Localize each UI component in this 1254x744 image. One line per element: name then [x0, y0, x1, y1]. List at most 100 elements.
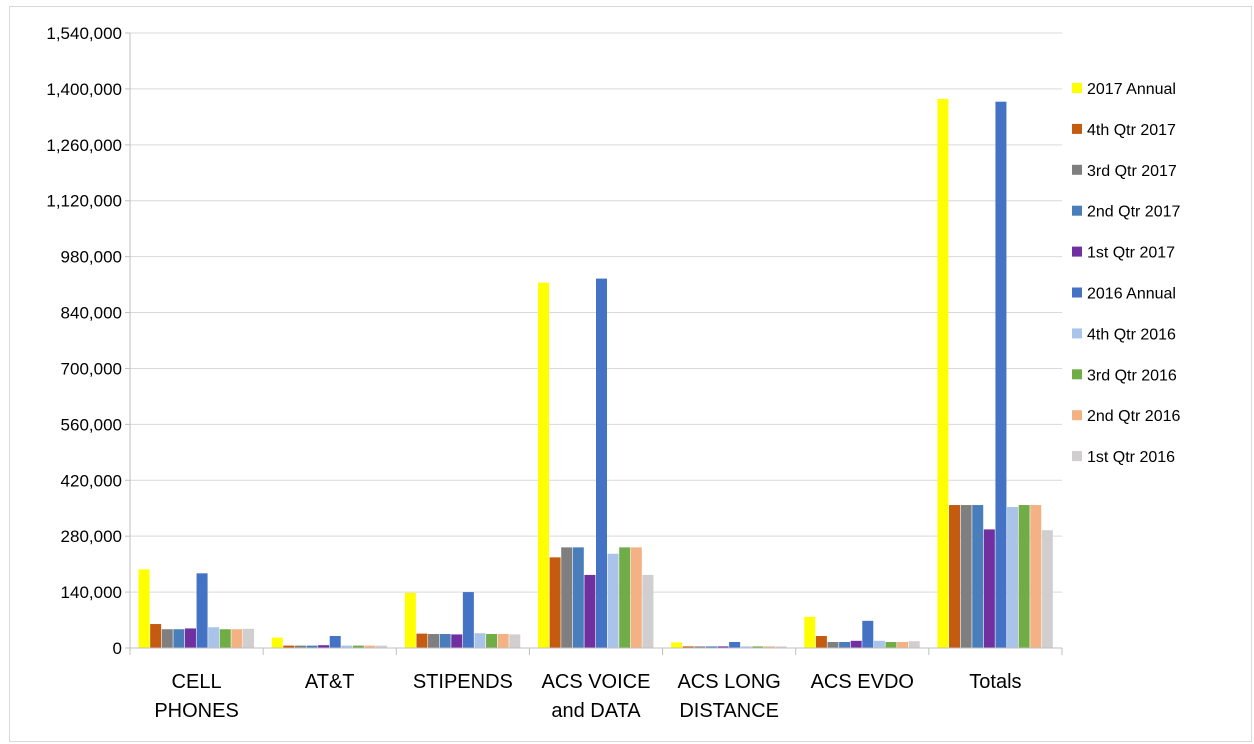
bar: [294, 645, 306, 648]
bar: [451, 634, 463, 648]
y-tick-label: 0: [113, 639, 122, 658]
bar: [439, 634, 451, 648]
bar: [705, 646, 717, 648]
bar: [428, 634, 440, 648]
y-tick-label: 1,400,000: [46, 80, 122, 99]
bar: [173, 629, 185, 648]
bar: [138, 569, 150, 648]
bars: [138, 98, 1053, 648]
x-category-label: STIPENDS: [413, 671, 513, 693]
x-category-label: Totals: [969, 671, 1021, 693]
x-category-label: ACS LONG DISTANCE: [677, 671, 780, 722]
bar: [995, 101, 1007, 648]
bar: [694, 646, 706, 648]
bar: [862, 620, 874, 648]
gridlines: [130, 32, 1062, 593]
bar: [329, 636, 341, 648]
bar: [972, 505, 984, 648]
bar: [549, 557, 561, 648]
legend-swatch: [1072, 451, 1082, 462]
legend-item: 4th Qtr 2016: [1072, 326, 1176, 343]
legend-swatch: [1072, 287, 1082, 298]
x-axis-categories: CELL PHONES AT&T STIPENDS ACS VOICE and DATA A…: [154, 671, 1021, 722]
bar: [283, 645, 295, 648]
y-tick-label: 1,120,000: [46, 192, 122, 211]
bar: [404, 592, 416, 648]
bar: [960, 505, 972, 648]
legend-label: 4th Qtr 2017: [1087, 122, 1176, 139]
legend-label: 3rd Qtr 2016: [1087, 367, 1177, 384]
legend-item: 4th Qtr 2017: [1072, 122, 1176, 139]
y-tick-label: 840,000: [61, 304, 122, 323]
y-tick-label: 420,000: [61, 471, 122, 490]
y-tick-label: 980,000: [61, 248, 122, 267]
axes: [125, 33, 1063, 655]
bar: [184, 628, 196, 648]
bar: [271, 637, 283, 648]
bar: [561, 547, 573, 648]
y-tick-label: 1,260,000: [46, 136, 122, 155]
legend-label: 2017 Annual: [1087, 81, 1176, 98]
bar: [839, 642, 851, 648]
legend-label: 2nd Qtr 2017: [1087, 204, 1181, 221]
legend-label: 4th Qtr 2016: [1087, 326, 1176, 343]
legend-label: 1st Qtr 2016: [1087, 449, 1175, 466]
bar: [196, 573, 208, 648]
bar: [486, 634, 498, 648]
legend: 2017 Annual 4th Qtr 2017 3rd Qtr 2017 2nd Q…: [1072, 81, 1181, 466]
bar: [827, 642, 839, 648]
bar: [208, 627, 220, 648]
bar: [306, 645, 318, 648]
legend-item: 1st Qtr 2017: [1072, 245, 1175, 262]
bar: [775, 646, 787, 648]
legend-swatch: [1072, 164, 1082, 175]
legend-item: 3rd Qtr 2017: [1072, 163, 1177, 180]
y-tick-label: 1,540,000: [46, 24, 122, 43]
bar: [572, 547, 584, 648]
bar: [474, 633, 486, 648]
bar: [717, 646, 729, 648]
legend-item: 1st Qtr 2016: [1072, 449, 1175, 466]
legend-swatch: [1072, 205, 1082, 216]
legend-item: 3rd Qtr 2016: [1072, 367, 1177, 384]
legend-item: 2nd Qtr 2017: [1072, 204, 1181, 221]
legend-label: 3rd Qtr 2017: [1087, 163, 1177, 180]
y-tick-label: 560,000: [61, 415, 122, 434]
bar: [1041, 530, 1053, 648]
bar: [497, 634, 509, 648]
bar: [885, 642, 897, 648]
bar: [462, 592, 474, 648]
legend-swatch: [1072, 410, 1082, 421]
bar: [1007, 507, 1019, 648]
bar: [352, 645, 364, 648]
legend-label: 1st Qtr 2017: [1087, 245, 1175, 262]
bar: [161, 629, 173, 648]
bar: [219, 629, 231, 648]
legend-swatch: [1072, 246, 1082, 257]
x-category-label: AT&T: [305, 671, 355, 693]
legend-label: 2nd Qtr 2016: [1087, 408, 1181, 425]
bar: [642, 574, 654, 648]
bar: [671, 642, 683, 648]
bar: [584, 574, 596, 648]
bar: [763, 646, 775, 648]
bar: [1030, 505, 1042, 648]
bar: [804, 616, 816, 648]
legend-swatch: [1072, 123, 1082, 134]
bar: [897, 642, 909, 648]
y-tick-label: 140,000: [61, 583, 122, 602]
bar: [850, 640, 862, 648]
legend-swatch: [1072, 328, 1082, 339]
bar: [150, 624, 162, 648]
bar: [318, 645, 330, 648]
bar: [596, 278, 607, 648]
y-tick-label: 700,000: [61, 359, 122, 378]
legend-swatch: [1072, 83, 1082, 93]
bar: [416, 633, 428, 648]
bar: [231, 629, 243, 648]
legend-item: 2nd Qtr 2016: [1072, 408, 1181, 425]
x-category-label: ACS EVDO: [811, 671, 914, 693]
bar: [815, 636, 827, 648]
bar: [364, 645, 376, 648]
